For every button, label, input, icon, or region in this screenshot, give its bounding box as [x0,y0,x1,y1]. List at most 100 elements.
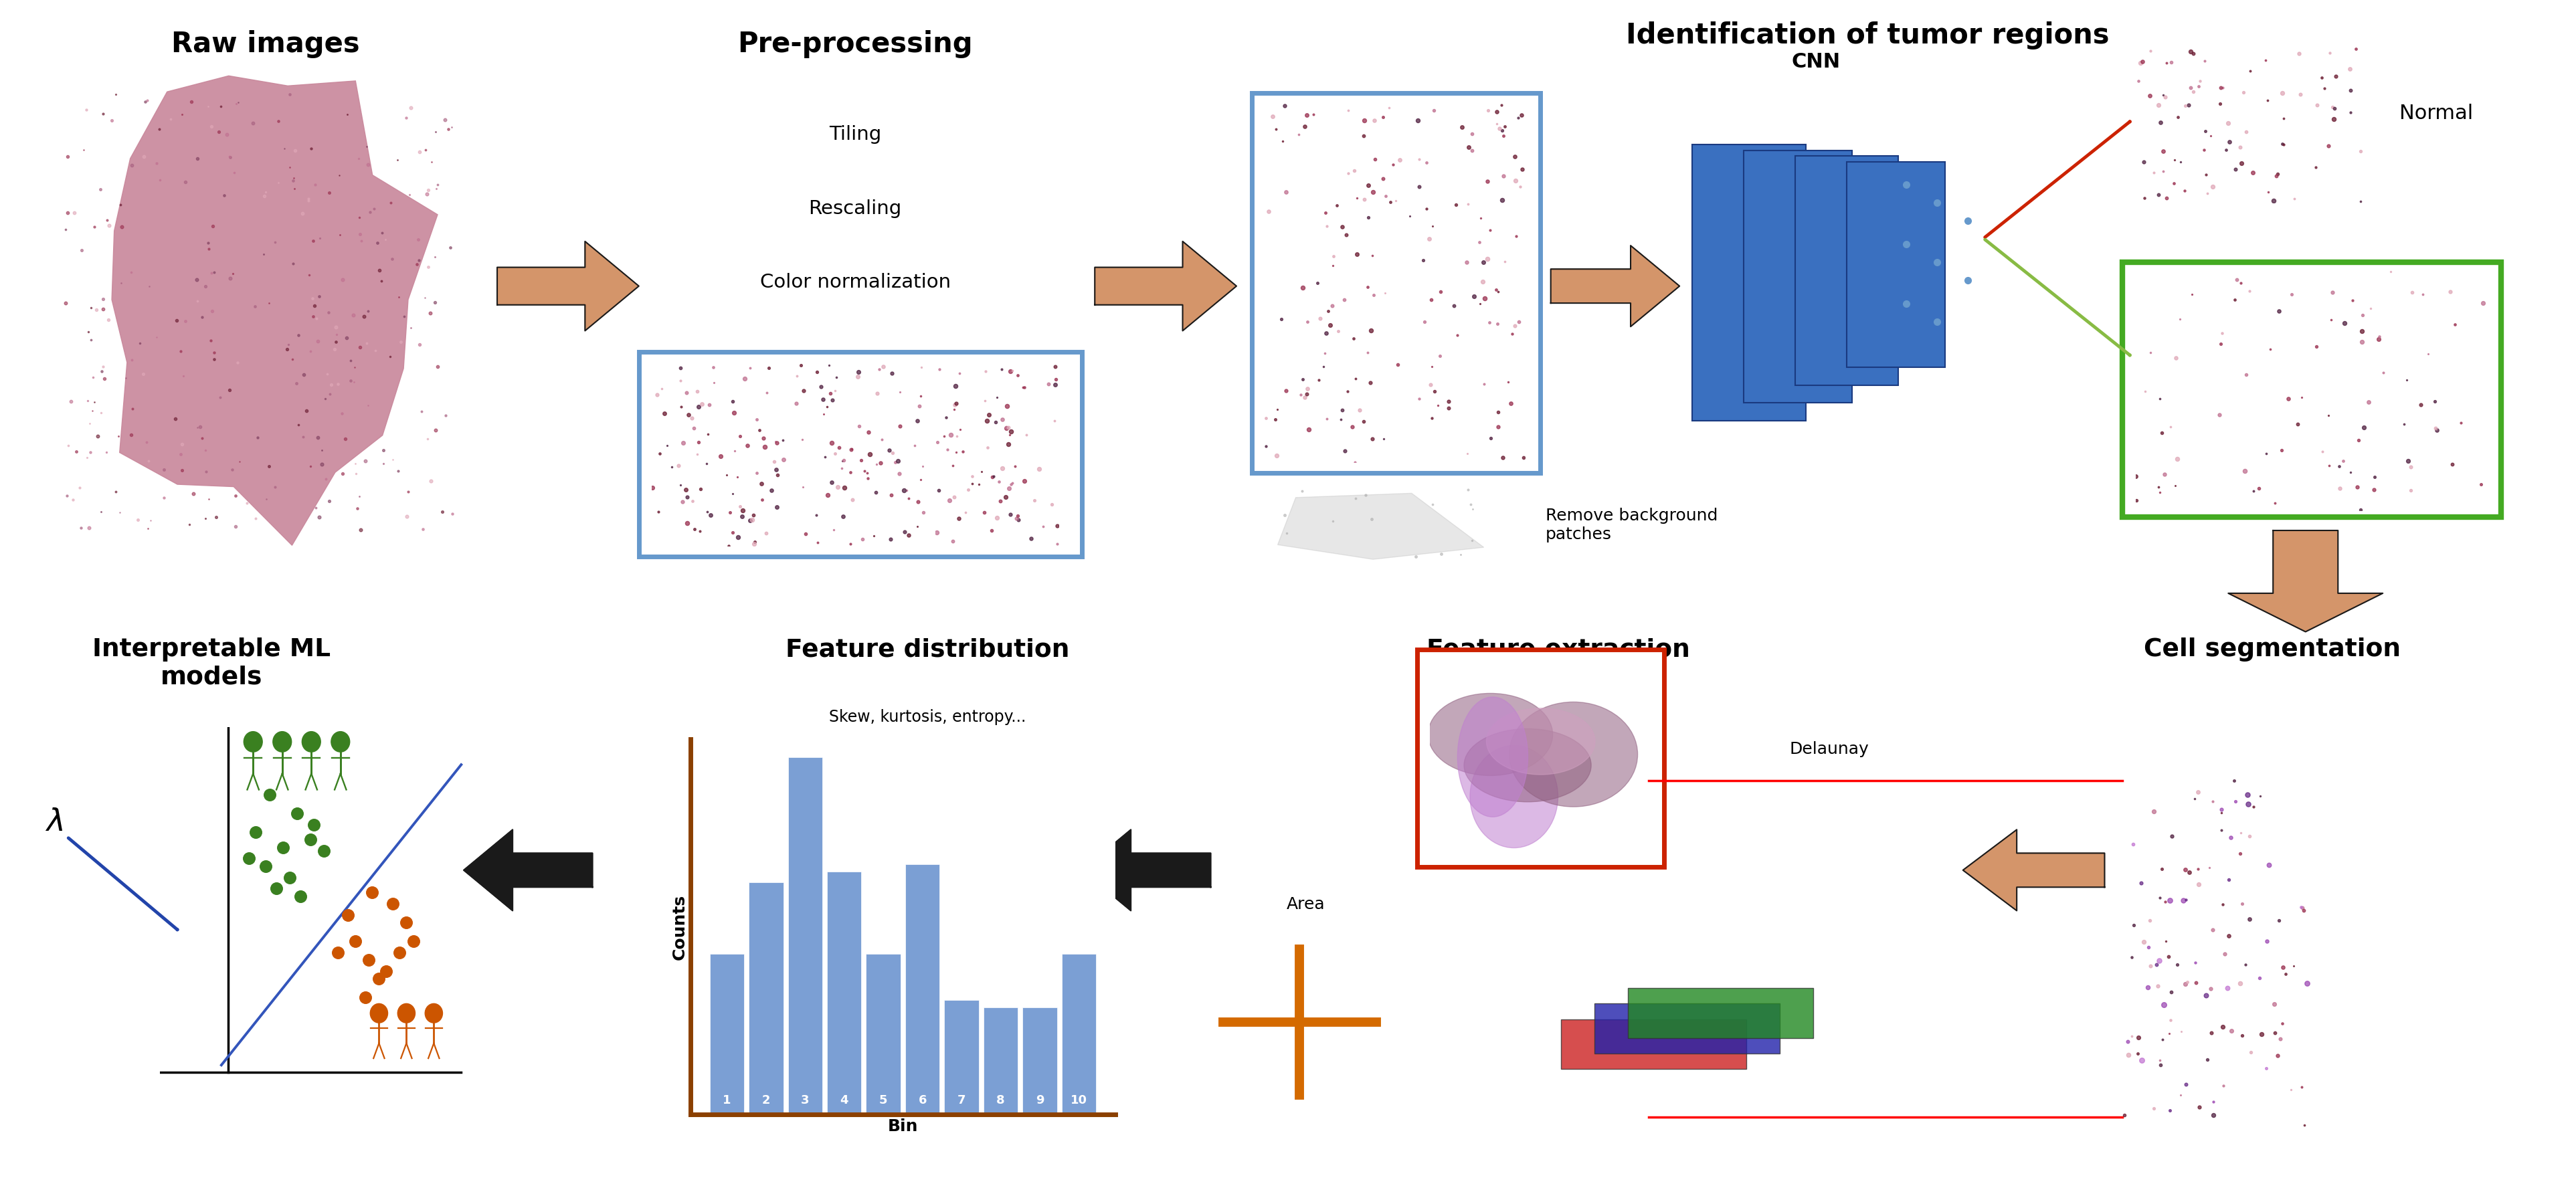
Circle shape [2329,985,2362,1036]
Text: Interpretable ML
models: Interpretable ML models [93,638,330,690]
Polygon shape [1963,830,2105,911]
Circle shape [2517,1069,2543,1107]
Circle shape [2488,997,2517,1041]
Circle shape [2316,904,2344,949]
FancyBboxPatch shape [639,352,1082,557]
Circle shape [273,732,291,752]
Text: Area: Area [1288,896,1324,912]
Circle shape [2504,1076,2537,1128]
Circle shape [2398,777,2419,807]
Text: Tumor: Tumor [2411,348,2473,367]
Text: 10: 10 [1072,1094,1087,1106]
Point [229,849,270,868]
Text: Raw images: Raw images [170,30,361,58]
Circle shape [2514,806,2524,824]
FancyBboxPatch shape [1252,93,1540,473]
Circle shape [2365,1051,2398,1103]
Circle shape [2419,938,2452,988]
Circle shape [2406,956,2442,1010]
Text: 7: 7 [958,1094,966,1106]
Polygon shape [1095,241,1236,330]
Circle shape [2468,992,2488,1022]
Circle shape [2442,842,2458,863]
Ellipse shape [1471,745,1558,848]
FancyBboxPatch shape [2123,262,2501,517]
Circle shape [2447,901,2468,933]
FancyBboxPatch shape [1628,988,1814,1038]
Text: Rescaling: Rescaling [809,199,902,218]
Text: Tiling: Tiling [829,125,881,144]
Point [386,913,428,932]
FancyBboxPatch shape [1744,150,1852,403]
FancyBboxPatch shape [1795,156,1899,385]
Polygon shape [1278,493,1484,559]
Point [281,887,322,906]
Point [358,969,399,988]
Circle shape [2388,995,2406,1023]
Bar [904,864,940,1115]
Text: 4: 4 [840,1094,848,1106]
Text: 6: 6 [917,1094,927,1106]
Circle shape [2396,992,2411,1016]
Circle shape [2360,1029,2380,1060]
Circle shape [2524,827,2535,845]
Circle shape [2385,1031,2398,1050]
Text: Color normalization: Color normalization [760,273,951,292]
Point [366,962,407,981]
Circle shape [332,732,350,752]
Ellipse shape [1486,708,1595,775]
Point [245,857,286,876]
Point [291,830,332,849]
Circle shape [2406,884,2429,920]
FancyBboxPatch shape [1847,162,1945,367]
Circle shape [2326,828,2360,879]
Text: Normal: Normal [2398,104,2473,123]
Circle shape [2391,850,2406,871]
Circle shape [2383,1017,2406,1051]
Point [335,932,376,951]
Bar [866,954,902,1115]
Text: λ: λ [46,807,64,838]
Circle shape [2326,1057,2339,1080]
Circle shape [2481,830,2501,862]
FancyBboxPatch shape [1561,1019,1747,1069]
Circle shape [2406,814,2421,838]
Polygon shape [2228,530,2383,632]
Circle shape [2478,1038,2506,1082]
Circle shape [2432,968,2445,987]
FancyBboxPatch shape [1692,144,1806,421]
Circle shape [397,1004,415,1023]
Bar [1061,954,1097,1115]
Circle shape [2383,879,2406,912]
Bar [788,757,822,1115]
Circle shape [371,1004,389,1023]
Bar [1023,1007,1056,1115]
Circle shape [2375,887,2398,923]
FancyBboxPatch shape [1595,1004,1780,1054]
Bar [750,882,783,1115]
Text: Pre-processing: Pre-processing [737,30,974,58]
Point [371,894,412,913]
Text: RGB: RGB [1631,781,1667,796]
Circle shape [301,732,319,752]
Point [270,868,312,887]
Text: 1: 1 [724,1094,732,1106]
Circle shape [2316,1089,2342,1129]
Bar [827,871,860,1115]
Circle shape [2458,888,2473,911]
Text: CNN: CNN [1793,52,1839,72]
Point [234,822,276,842]
Ellipse shape [1510,702,1638,807]
Circle shape [2421,1091,2434,1111]
Text: 9: 9 [1036,1094,1043,1106]
Circle shape [2478,898,2491,915]
Circle shape [2388,894,2414,933]
Point [263,838,304,857]
Polygon shape [111,76,438,545]
Circle shape [2506,806,2522,828]
Circle shape [2427,917,2450,951]
Circle shape [2458,794,2483,833]
Circle shape [2504,881,2517,899]
Polygon shape [497,241,639,330]
Circle shape [2421,813,2439,838]
